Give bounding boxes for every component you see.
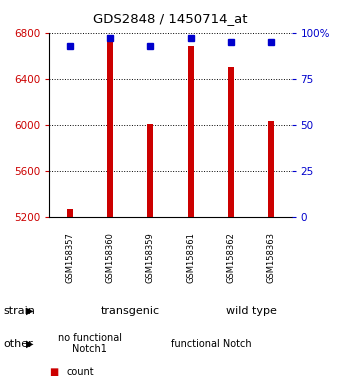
- Text: functional Notch: functional Notch: [170, 339, 251, 349]
- Text: GSM158357: GSM158357: [65, 232, 74, 283]
- Bar: [107, 35, 113, 217]
- Bar: [188, 46, 194, 217]
- Text: ■: ■: [49, 367, 59, 377]
- Text: strain: strain: [3, 306, 35, 316]
- Text: GSM158360: GSM158360: [105, 232, 115, 283]
- Bar: [66, 209, 73, 217]
- Bar: [228, 67, 234, 217]
- Text: wild type: wild type: [226, 306, 277, 316]
- Text: GSM158363: GSM158363: [267, 232, 276, 283]
- Text: ▶: ▶: [26, 306, 34, 316]
- Bar: [147, 124, 153, 217]
- Text: transgenic: transgenic: [101, 306, 160, 316]
- Text: count: count: [66, 367, 94, 377]
- Text: other: other: [3, 339, 33, 349]
- Text: GDS2848 / 1450714_at: GDS2848 / 1450714_at: [93, 12, 248, 25]
- Text: no functional
Notch1: no functional Notch1: [58, 333, 122, 354]
- Text: GSM158361: GSM158361: [186, 232, 195, 283]
- Text: GSM158362: GSM158362: [226, 232, 236, 283]
- Bar: [268, 121, 275, 217]
- Text: GSM158359: GSM158359: [146, 232, 155, 283]
- Text: ▶: ▶: [26, 339, 34, 349]
